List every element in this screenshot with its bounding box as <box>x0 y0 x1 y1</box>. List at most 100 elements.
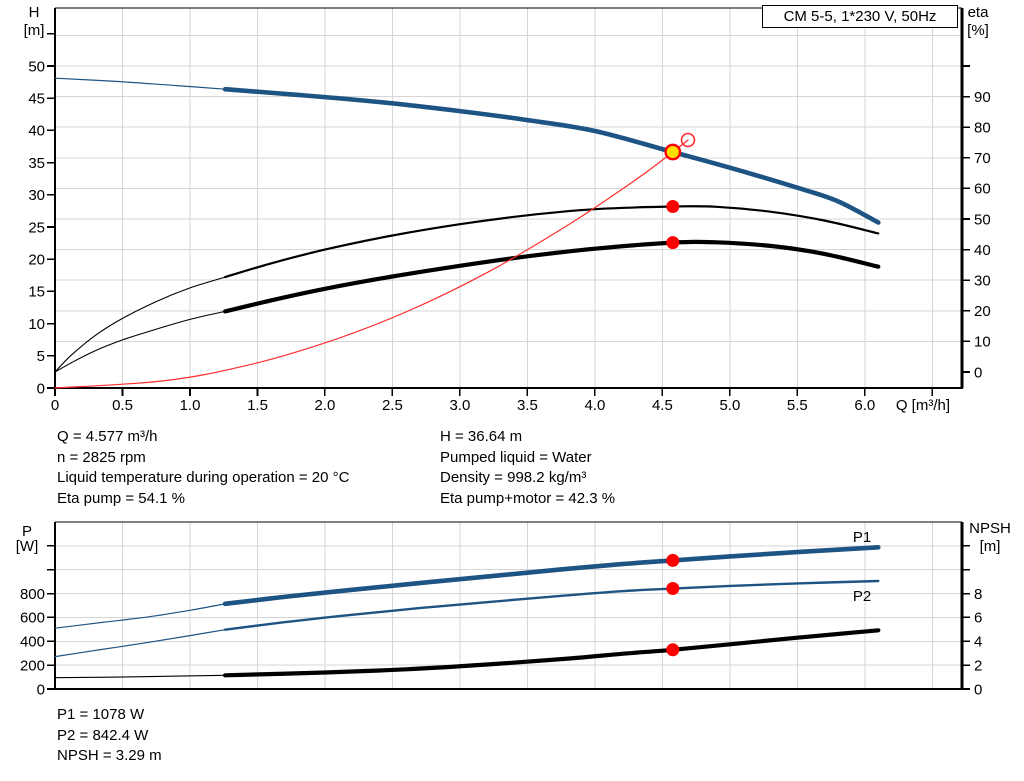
left-tick-label: 15 <box>28 284 45 301</box>
eta-pump-motor-point <box>666 236 680 250</box>
right-axis-title: NPSH <box>969 520 1011 537</box>
chart-frame <box>53 521 964 691</box>
x-tick-label: 3.0 <box>449 397 470 414</box>
pump-model-title: CM 5-5, 1*230 V, 50Hz <box>783 8 937 25</box>
left-tick-label: 45 <box>28 91 45 108</box>
left-axis-title: P <box>22 523 32 540</box>
right-tick-label: 8 <box>974 586 982 603</box>
x-axis: 0 0.5 1.0 1.5 2.0 2.5 3.0 3.5 4.0 4.5 5.0 5.5 6.0 Q [… <box>51 388 950 414</box>
left-tick-label: 40 <box>28 123 45 140</box>
left-axis-title: [W] <box>16 538 39 555</box>
p1-value: P1 = 1078 W <box>57 706 145 723</box>
pumped-liquid-value: Pumped liquid = Water <box>440 448 592 466</box>
left-tick-label: 25 <box>28 219 45 236</box>
left-tick-label: 400 <box>20 634 45 651</box>
right-tick-label: 70 <box>974 150 991 167</box>
left-tick-label: 0 <box>37 380 45 397</box>
p1-point <box>666 553 680 567</box>
duty-point[interactable] <box>664 143 682 161</box>
left-tick-label: 35 <box>28 155 45 172</box>
system-curve <box>54 139 689 389</box>
flow-value: Q = 4.577 m³/h <box>57 428 158 445</box>
eta-pump-curve <box>224 205 880 279</box>
right-axis-title: [%] <box>967 22 989 39</box>
right-tick-label: 90 <box>974 89 991 106</box>
chart-title-box: CM 5-5, 1*230 V, 50Hz <box>762 5 958 28</box>
right-tick-label: 4 <box>974 634 982 651</box>
x-tick-label: 1.5 <box>247 397 268 414</box>
x-tick-label: 2.5 <box>382 397 403 414</box>
right-tick-label: 20 <box>974 303 991 320</box>
x-tick-label: 4.5 <box>652 397 673 414</box>
p1-curve <box>222 545 881 607</box>
density-value: Density = 998.2 kg/m³ <box>440 469 587 487</box>
eta-pump-point <box>666 200 680 213</box>
left-axis-title: [m] <box>24 22 45 39</box>
right-axis-title: eta <box>968 4 990 21</box>
right-tick-label: 50 <box>974 211 991 228</box>
x-axis-title: Q [m³/h] <box>896 397 950 414</box>
eta-pump-motor-curve <box>223 239 881 314</box>
right-tick-label: 80 <box>974 120 991 137</box>
left-tick-label: 5 <box>37 348 45 365</box>
x-tick-label: 1.0 <box>180 397 201 414</box>
head-value: H = 36.64 m <box>440 428 523 445</box>
eta-pump-motor-curve-thin <box>54 310 226 373</box>
p1-curve-thin <box>54 603 226 629</box>
p2-curve-thin <box>54 629 226 658</box>
qh-eta-chart: 0510152025303540455001020304050607080900… <box>24 4 991 414</box>
p2-label: P2 <box>853 588 871 605</box>
right-tick-label: 0 <box>974 681 982 698</box>
left-tick-label: 600 <box>20 610 45 627</box>
right-tick-label: 60 <box>974 181 991 198</box>
p2-value: P2 = 842.4 W <box>57 726 149 744</box>
x-tick-label: 2.0 <box>314 397 335 414</box>
x-tick-label: 3.5 <box>517 397 538 414</box>
npsh-point <box>666 643 680 657</box>
p2-point <box>666 582 680 595</box>
x-tick-label: 5.0 <box>719 397 740 414</box>
head-curve-thin <box>54 77 226 90</box>
left-tick-label: 20 <box>28 252 45 269</box>
npsh-curve <box>223 628 881 678</box>
left-tick-label: 800 <box>20 586 45 603</box>
head-curve <box>222 86 881 225</box>
p2-curve <box>223 579 880 631</box>
power-npsh-data: P1 = 1078 W P2 = 842.4 W NPSH = 3.29 m <box>57 705 162 767</box>
power-npsh-chart: 0 200 400 600 800 0 2 4 6 8 P[W] NPSH[m] P1 P2 <box>16 520 1011 698</box>
p1-label: P1 <box>853 529 871 546</box>
left-axis-title: H <box>29 4 40 21</box>
npsh-value: NPSH = 3.29 m <box>57 747 162 765</box>
eta-pump-value: Eta pump = 54.1 % <box>57 490 185 508</box>
operating-data-right: H = 36.64 m Pumped liquid = Water Densit… <box>440 427 615 510</box>
right-tick-label: 30 <box>974 273 991 290</box>
right-axis: 0 2 4 6 8 <box>962 545 982 698</box>
x-tick-label: 4.0 <box>584 397 605 414</box>
x-tick-label: 6.0 <box>854 397 875 414</box>
gridlines <box>55 8 962 388</box>
eta-pump-curve-thin <box>54 276 226 373</box>
x-tick-label: 5.5 <box>787 397 808 414</box>
left-axis: 0 200 400 600 800 <box>20 545 55 698</box>
right-tick-label: 2 <box>974 657 982 674</box>
right-tick-label: 0 <box>974 364 982 381</box>
npsh-curve-thin <box>54 674 226 679</box>
left-tick-label: 10 <box>28 316 45 333</box>
right-tick-label: 6 <box>974 610 982 627</box>
left-tick-label: 30 <box>28 187 45 204</box>
operating-data-left: Q = 4.577 m³/h n = 2825 rpm Liquid tempe… <box>57 427 349 510</box>
left-tick-label: 0 <box>37 681 45 698</box>
eta-pump-motor-value: Eta pump+motor = 42.3 % <box>440 490 616 508</box>
right-axis: 0 10 20 30 40 50 60 70 80 90 <box>962 65 991 381</box>
right-axis-title: [m] <box>980 538 1001 555</box>
right-tick-label: 10 <box>974 334 991 351</box>
requested-duty-ring <box>680 132 696 148</box>
liquid-temperature-value: Liquid temperature during operation = 20… <box>57 469 350 487</box>
left-tick-label: 200 <box>20 657 45 674</box>
speed-value: n = 2825 rpm <box>57 448 146 466</box>
x-tick-label: 0 <box>51 397 59 414</box>
left-tick-label: 50 <box>28 58 45 75</box>
x-tick-label: 0.5 <box>112 397 133 414</box>
